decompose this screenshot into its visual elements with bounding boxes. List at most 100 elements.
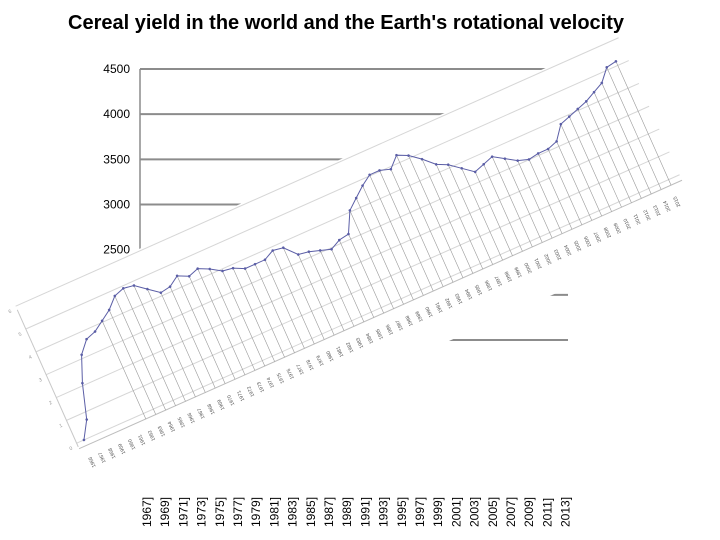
inset-drop-line-47 xyxy=(517,160,553,239)
inset-gridline-1 xyxy=(66,151,670,421)
x-tick-label-5: 1977] xyxy=(231,497,245,527)
inset-marker-53 xyxy=(568,115,571,118)
inset-marker-38 xyxy=(407,154,410,157)
inset-drop-line-59 xyxy=(615,61,672,186)
inset-marker-12 xyxy=(159,291,163,294)
inset-drop-line-38 xyxy=(408,155,464,278)
inset-x-tick-label-54: 2010 xyxy=(623,217,633,230)
inset-drop-line-53 xyxy=(569,116,612,212)
inset-drop-line-44 xyxy=(483,164,523,252)
inset-x-axis xyxy=(78,179,683,450)
inset-marker-46 xyxy=(503,157,507,160)
inset-marker-30 xyxy=(347,232,350,236)
inset-marker-32 xyxy=(354,196,358,200)
inset-drop-line-18 xyxy=(222,270,266,367)
inset-marker-2 xyxy=(81,381,84,385)
inset-drop-lines xyxy=(101,61,672,420)
inset-markers xyxy=(80,60,618,442)
inset-x-tick-label-56: 2012 xyxy=(642,208,652,221)
inset-marker-22 xyxy=(263,258,267,262)
inset-marker-50 xyxy=(546,147,550,151)
inset-marker-40 xyxy=(434,163,438,166)
inset-x-tick-label-47: 2003 xyxy=(553,248,563,261)
inset-marker-23 xyxy=(271,249,275,252)
inset-drop-line-52 xyxy=(560,124,602,217)
inset-marker-51 xyxy=(555,140,558,143)
inset-marker-33 xyxy=(361,184,364,187)
inset-marker-28 xyxy=(330,247,333,251)
inset-marker-48 xyxy=(527,158,531,161)
inset-x-tick-label-10: 1966 xyxy=(187,411,197,424)
inset-drop-line-55 xyxy=(586,101,632,203)
inset-drop-line-24 xyxy=(283,247,325,340)
inset-x-tick-label-35: 1991 xyxy=(434,301,444,314)
inset-x-tick-label-15: 1971 xyxy=(236,389,246,402)
inset-x-tick-label-33: 1989 xyxy=(415,310,425,323)
inset-x-tick-label-41: 1997 xyxy=(494,274,504,287)
y-tick-label-3: 3000 xyxy=(103,198,130,212)
inset-x-tick-label-27: 1983 xyxy=(355,336,365,349)
inset-marker-42 xyxy=(460,167,464,170)
inset-y-tick-label-6: 6 xyxy=(8,309,13,316)
inset-drop-line-40 xyxy=(435,164,484,270)
inset-x-tick-label-2: 1958 xyxy=(107,447,117,460)
inset-x-tick-label-22: 1978 xyxy=(306,358,316,371)
inset-drop-line-14 xyxy=(176,275,226,384)
inset-marker-18 xyxy=(221,269,224,273)
inset-y-tick-label-5: 5 xyxy=(18,331,23,338)
inset-drop-line-22 xyxy=(264,259,305,349)
inset-x-tick-label-25: 1981 xyxy=(335,345,345,358)
inset-x-tick-label-45: 2001 xyxy=(533,257,543,270)
inset-drop-line-20 xyxy=(244,268,285,358)
inset-marker-0 xyxy=(82,438,86,442)
series-line-rotational-velocity xyxy=(81,60,617,441)
inset-x-tick-label-6: 1962 xyxy=(147,429,157,442)
inset-marker-31 xyxy=(348,209,352,212)
inset-drop-line-33 xyxy=(362,185,414,300)
inset-x-tick-label-0: 1956 xyxy=(88,455,98,468)
inset-marker-11 xyxy=(146,287,149,291)
inset-x-tick-label-40: 1996 xyxy=(484,279,494,292)
inset-drop-line-43 xyxy=(474,171,513,256)
inset-x-tick-label-42: 1998 xyxy=(504,270,514,283)
inset-drop-line-56 xyxy=(593,92,642,199)
inset-marker-16 xyxy=(196,267,199,270)
inset-marker-25 xyxy=(296,253,300,256)
inset-x-tick-label-52: 2008 xyxy=(603,226,613,239)
x-tick-label-12: 1991] xyxy=(358,497,372,527)
inset-x-tick-label-30: 1986 xyxy=(385,323,395,336)
y-tick-label-2: 2500 xyxy=(103,243,130,257)
inset-marker-19 xyxy=(231,266,235,270)
slide-title: Cereal yield in the world and the Earth'… xyxy=(68,12,624,34)
inset-drop-line-27 xyxy=(319,250,355,327)
inset-marker-17 xyxy=(208,267,212,271)
inset-drop-line-37 xyxy=(396,155,454,283)
x-tick-label-7: 1981] xyxy=(267,497,281,527)
inset-marker-54 xyxy=(576,107,580,111)
rotation-velocity-inset: 0 1 2 3 4 5 6 1956 1957 1958 1959 1960 1961 1962 1963… xyxy=(0,32,711,508)
inset-x-tick-label-20: 1976 xyxy=(286,367,296,380)
x-tick-label-15: 1997] xyxy=(413,497,427,527)
inset-y-axis xyxy=(16,309,79,448)
inset-x-tick-label-8: 1964 xyxy=(167,420,177,433)
inset-marker-9 xyxy=(122,287,125,290)
inset-x-tick-label-26: 1982 xyxy=(345,341,355,354)
inset-marker-39 xyxy=(420,157,424,161)
x-tick-label-18: 2003] xyxy=(468,497,482,527)
inset-gridlines xyxy=(15,37,683,450)
inset-marker-59 xyxy=(614,60,618,63)
inset-y-tick-label-3: 3 xyxy=(38,377,43,384)
inset-marker-44 xyxy=(482,162,485,166)
x-tick-label-0: 1967] xyxy=(140,497,154,527)
inset-marker-56 xyxy=(592,90,596,94)
inset-marker-13 xyxy=(168,285,172,288)
inset-drop-line-49 xyxy=(537,153,573,230)
inset-x-tick-label-12: 1968 xyxy=(206,402,216,415)
inset-x-tick-label-51: 2007 xyxy=(593,230,603,243)
inset-x-tick-label-29: 1985 xyxy=(375,327,385,340)
inset-gridline-2 xyxy=(56,128,660,398)
inset-x-tick-label-55: 2011 xyxy=(633,213,643,225)
inset-drop-line-31 xyxy=(349,210,394,309)
inset-drop-line-45 xyxy=(491,156,533,248)
